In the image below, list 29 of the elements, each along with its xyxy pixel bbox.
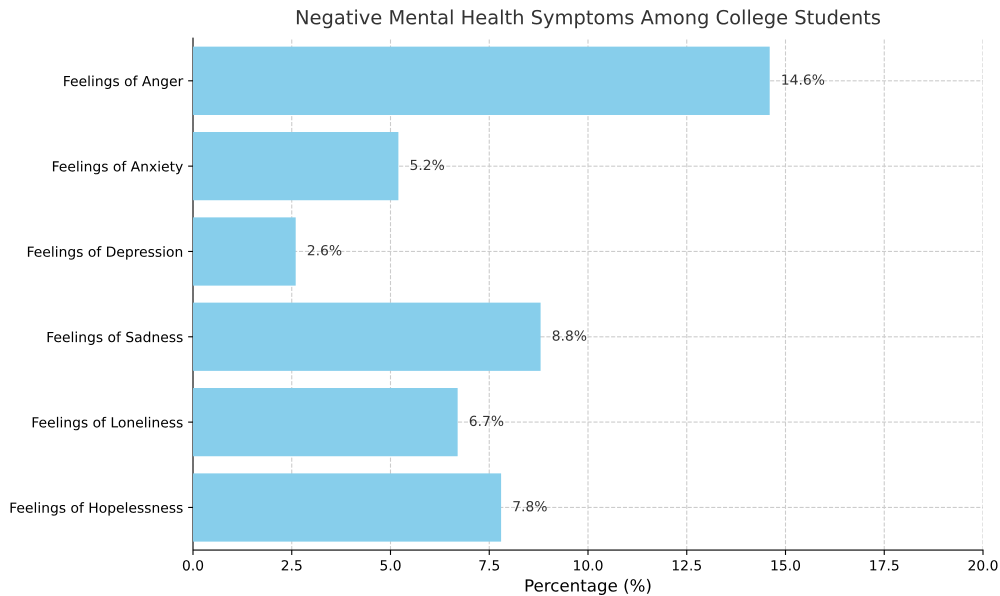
x-tick-label: 10.0 <box>574 560 603 571</box>
data-label: 6.7% <box>470 416 504 426</box>
x-tick-label: 5.0 <box>380 560 401 571</box>
chart-title: Negative Mental Health Symptoms Among College Students <box>296 9 880 28</box>
x-tick-label: 15.0 <box>772 560 800 571</box>
bar <box>193 132 398 200</box>
y-tick-label: Feelings of Hopelessness <box>10 502 183 516</box>
data-label: 7.8% <box>513 500 547 512</box>
data-label: 8.8% <box>552 330 586 341</box>
x-tick-label: 0.0 <box>182 560 204 571</box>
bar <box>193 388 458 456</box>
y-tick-label: Feelings of Loneliness <box>32 416 183 430</box>
y-tick-label: Feelings of Anxiety <box>52 160 183 174</box>
x-tick-label: 12.5 <box>672 560 701 571</box>
x-tick-label: 17.5 <box>870 560 898 571</box>
y-tick-label: Feelings of Depression <box>28 246 182 260</box>
x-tick-label: 20.0 <box>968 560 998 571</box>
x-tick-label: 2.5 <box>282 560 302 571</box>
y-tick-label: Feelings of Sadness <box>48 332 183 345</box>
bar <box>193 46 770 115</box>
data-label: 14.6% <box>782 74 824 85</box>
y-tick-label: Feelings of Anger <box>64 76 184 89</box>
x-axis-title: Percentage (%) <box>526 578 651 595</box>
data-label: 2.6% <box>308 244 342 256</box>
bar <box>193 302 541 371</box>
bar <box>193 473 502 542</box>
x-tick-label: 7.5 <box>479 560 500 571</box>
bar <box>193 217 296 286</box>
data-label: 5.2% <box>410 160 444 170</box>
